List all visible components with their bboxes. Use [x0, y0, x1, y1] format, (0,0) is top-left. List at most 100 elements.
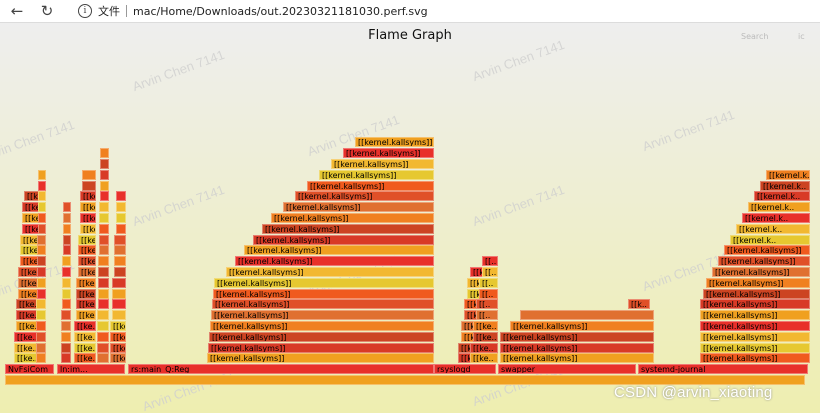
flame-frame-all[interactable] [5, 375, 805, 385]
flame-frame-kernel[interactable] [63, 234, 71, 245]
flame-frame-kernel[interactable] [37, 245, 46, 256]
flame-frame-kernel[interactable] [82, 180, 96, 191]
reload-button[interactable]: ↻ [38, 2, 56, 20]
flame-frame-kernel[interactable]: [[kernel.kallsyms]] [700, 321, 810, 331]
flame-frame-kernel[interactable]: [[kernel.kallsyms]] [703, 288, 810, 299]
flame-frame-kernel[interactable]: [[ke.. [76, 288, 96, 299]
flame-frame-kernel[interactable] [37, 267, 46, 277]
flame-frame-kernel[interactable]: [[ke.. [76, 277, 96, 288]
flame-frame-kernel[interactable] [97, 342, 109, 353]
flame-frame-kernel[interactable] [63, 245, 71, 256]
flame-frame-kernel[interactable]: [[kernel.kallsyms]] [207, 353, 434, 364]
flame-frame-kernel[interactable] [36, 299, 46, 310]
flame-frame-kernel[interactable]: [[kernel.kallsyms]] [253, 234, 434, 245]
flame-frame-kernel[interactable] [36, 321, 46, 331]
flame-frame-kernel[interactable]: [[ke.. [74, 353, 96, 364]
flame-frame-kernel[interactable] [114, 256, 126, 267]
flame-frame-kernel[interactable]: [[ke.. [78, 256, 96, 267]
flame-frame-kernel[interactable]: [[kernel.kallsyms]] [724, 245, 810, 256]
flame-frame-kernel[interactable]: [[ke.. [74, 342, 96, 353]
flame-frame-kernel[interactable]: [[kernel.k.. [754, 191, 810, 202]
flame-frame-kernel[interactable]: [[ke.. [80, 213, 96, 223]
flame-frame-kernel[interactable] [61, 321, 71, 331]
flame-frame-kernel[interactable]: [[ke.. [78, 267, 96, 277]
flame-frame-kernel[interactable]: [[.. [479, 288, 498, 299]
flame-frame-kernel[interactable]: [[kernel.kallsyms]] [210, 321, 434, 331]
flame-frame-kernel[interactable] [37, 256, 46, 267]
flame-frame-kernel[interactable] [116, 223, 126, 234]
flame-frame-kernel[interactable]: [[kernel.k.. [766, 169, 810, 180]
flame-frame-kernel[interactable] [38, 180, 46, 191]
flame-frame-kernel[interactable]: [[kernel.kallsyms]] [213, 288, 434, 299]
ignore-case-link[interactable]: ic [798, 32, 805, 41]
flame-frame-kernel[interactable]: [[kernel.kallsyms]] [283, 202, 434, 213]
flame-frame-kernel[interactable] [112, 299, 126, 310]
flame-frame-kernel[interactable]: [[.. [482, 267, 498, 277]
flame-frame-kernel[interactable]: [[kernel.kallsyms]] [226, 267, 434, 277]
flame-frame-kernel[interactable] [61, 342, 71, 353]
flame-frame-kernel[interactable]: [[kernel.kallsyms]] [271, 213, 434, 223]
flame-frame-root[interactable]: rs:main_Q:Reg [128, 364, 434, 375]
flame-frame-kernel[interactable] [98, 277, 109, 288]
flame-frame-kernel[interactable]: [[ke.. [473, 321, 498, 331]
flame-frame-root[interactable]: NvFsiCom [5, 364, 54, 375]
flame-frame-kernel[interactable]: [[ke.. [80, 202, 96, 213]
flame-frame-kernel[interactable] [100, 169, 109, 180]
flame-frame-kernel[interactable]: [[ke.. [76, 310, 96, 321]
flame-frame-kernel[interactable]: [[kernel.kallsyms]] [355, 137, 434, 148]
flame-frame-kernel[interactable] [62, 256, 71, 267]
flame-frame-kernel[interactable] [99, 234, 109, 245]
flame-frame-kernel[interactable] [100, 191, 109, 202]
flame-frame-kernel[interactable] [97, 321, 109, 331]
flame-frame-kernel[interactable]: [[kernel.kallsyms]] [208, 342, 434, 353]
flame-frame-root[interactable]: rsyslogd [434, 364, 496, 375]
flame-frame-kernel[interactable] [62, 267, 71, 277]
flame-frame-kernel[interactable]: [[kernel.kallsyms]] [706, 277, 810, 288]
flame-frame-kernel[interactable]: [[.. [482, 256, 498, 267]
flame-frame-kernel[interactable]: [[k.. [628, 299, 650, 310]
flame-frame-kernel[interactable]: [[.. [476, 310, 498, 321]
flame-frame-kernel[interactable] [62, 299, 71, 310]
flame-frame-kernel[interactable]: [[kernel.k.. [760, 180, 810, 191]
flame-frame-kernel[interactable] [63, 213, 71, 223]
flame-frame-kernel[interactable]: [[kernel.kallsyms]] [209, 331, 434, 342]
flame-frame-kernel[interactable] [116, 202, 126, 213]
flame-frame-kernel[interactable]: [[kernel.k.. [748, 202, 810, 213]
flame-frame-kernel[interactable] [98, 288, 109, 299]
flame-frame-kernel[interactable]: [[ke.. [78, 234, 96, 245]
flame-frame-kernel[interactable]: [[kernel.kallsyms]] [307, 180, 434, 191]
flame-frame-kernel[interactable] [38, 213, 46, 223]
flame-frame-kernel[interactable] [97, 310, 109, 321]
flame-frame-kernel[interactable]: [[ke.. [110, 321, 126, 331]
flame-frame-kernel[interactable] [100, 159, 109, 169]
flame-frame-kernel[interactable] [61, 331, 71, 342]
flame-frame-kernel[interactable] [100, 180, 109, 191]
flame-frame-kernel[interactable]: [[kernel.kallsyms]] [235, 256, 434, 267]
flame-frame-kernel[interactable] [98, 267, 109, 277]
flame-frame-kernel[interactable] [36, 331, 46, 342]
flame-frame-kernel[interactable]: [[ke.. [110, 342, 126, 353]
flame-frame-kernel[interactable] [82, 169, 96, 180]
address-bar[interactable]: i 文件 mac/Home/Downloads/out.202303211810… [78, 3, 428, 19]
flame-frame-kernel[interactable]: [[kernel.kallsyms]] [262, 223, 434, 234]
flame-frame-kernel[interactable] [98, 299, 109, 310]
flame-frame-kernel[interactable]: [[ke.. [74, 331, 96, 342]
flame-frame-kernel[interactable] [99, 223, 109, 234]
flame-frame-kernel[interactable]: [[kernel.kallsyms]] [244, 245, 434, 256]
flame-frame-kernel[interactable] [38, 223, 46, 234]
flame-frame-kernel[interactable]: [[ke.. [470, 353, 498, 364]
flame-frame-kernel[interactable]: [[kernel.kallsyms]] [700, 310, 810, 321]
flame-frame-kernel[interactable]: [[kernel.kallsyms]] [211, 310, 434, 321]
flame-frame-kernel[interactable]: [[.. [476, 299, 498, 310]
flame-frame-kernel[interactable]: [[ke.. [473, 331, 498, 342]
flame-frame-kernel[interactable] [61, 310, 71, 321]
flame-frame-kernel[interactable]: [[ke.. [110, 353, 126, 364]
flame-frame-kernel[interactable]: [[ke.. [110, 331, 126, 342]
flame-frame-kernel[interactable]: [[kernel.kallsyms]] [500, 342, 654, 353]
info-icon[interactable]: i [78, 4, 92, 18]
flame-frame-kernel[interactable]: [[kernel.k.. [736, 223, 810, 234]
flame-frame-kernel[interactable] [97, 353, 109, 364]
flame-frame-kernel[interactable]: [[ke.. [74, 321, 96, 331]
flame-frame-kernel[interactable]: [[ke.. [76, 299, 96, 310]
flame-frame-kernel[interactable] [99, 245, 109, 256]
